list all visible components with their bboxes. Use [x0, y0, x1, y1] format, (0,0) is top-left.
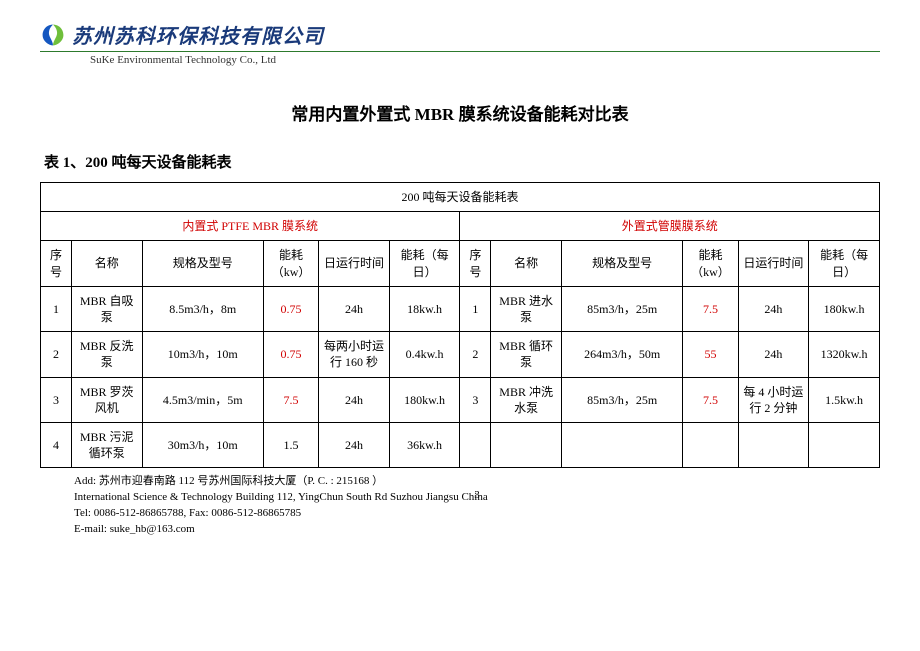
cell-seq: 2	[41, 332, 72, 377]
cell-run: 24h	[319, 377, 390, 422]
table-row: 4MBR 污泥循环泵30m3/h，10m1.524h36kw.h	[41, 422, 880, 467]
table-overall-title: 200 吨每天设备能耗表	[41, 183, 880, 212]
cell-name: MBR 反洗泵	[71, 332, 142, 377]
page-header: 苏州苏科环保科技有限公司	[40, 20, 880, 52]
cell-name: MBR 循环泵	[491, 332, 562, 377]
cell-seq: 2	[460, 332, 491, 377]
cell-name: MBR 污泥循环泵	[71, 422, 142, 467]
footer-email: E-mail: suke_hb@163.com	[74, 522, 880, 538]
cell-empty	[683, 422, 738, 467]
system-left-title: 内置式 PTFE MBR 膜系统	[41, 212, 460, 241]
system-right-title: 外置式管膜膜系统	[460, 212, 880, 241]
cell-day: 1.5kw.h	[809, 377, 880, 422]
cell-kw: 1.5	[263, 422, 318, 467]
cell-run: 24h	[319, 422, 390, 467]
footer-tel-fax: Tel: 0086-512-86865788, Fax: 0086-512-86…	[74, 506, 880, 522]
cell-name: MBR 罗茨风机	[71, 377, 142, 422]
cell-empty	[738, 422, 809, 467]
cell-kw: 7.5	[683, 286, 738, 331]
cell-spec: 10m3/h，10m	[142, 332, 263, 377]
col-kw: 能耗（kw）	[263, 241, 318, 286]
cell-day: 0.4kw.h	[389, 332, 460, 377]
cell-spec: 85m3/h，25m	[561, 377, 682, 422]
cell-seq: 3	[41, 377, 72, 422]
energy-table: 200 吨每天设备能耗表 内置式 PTFE MBR 膜系统 外置式管膜膜系统 序…	[40, 182, 880, 468]
cell-day: 1320kw.h	[809, 332, 880, 377]
cell-day: 36kw.h	[389, 422, 460, 467]
cell-seq: 1	[41, 286, 72, 331]
col-seq: 序号	[460, 241, 491, 286]
col-kw: 能耗（kw）	[683, 241, 738, 286]
company-name-en: SuKe Environmental Technology Co., Ltd	[90, 54, 880, 66]
cell-empty	[809, 422, 880, 467]
cell-name: MBR 冲洗水泵	[491, 377, 562, 422]
table-caption: 表 1、200 吨每天设备能耗表	[44, 151, 880, 172]
cell-kw: 55	[683, 332, 738, 377]
cell-day: 180kw.h	[809, 286, 880, 331]
cell-run: 24h	[319, 286, 390, 331]
col-run: 日运行时间	[738, 241, 809, 286]
cell-name: MBR 自吸泵	[71, 286, 142, 331]
cell-run: 24h	[738, 286, 809, 331]
page-number: 3	[474, 488, 480, 504]
cell-kw: 7.5	[263, 377, 318, 422]
cell-spec: 8.5m3/h，8m	[142, 286, 263, 331]
cell-seq: 1	[460, 286, 491, 331]
table-row: 2MBR 反洗泵10m3/h，10m0.75每两小时运行 160 秒0.4kw.…	[41, 332, 880, 377]
document-title: 常用内置外置式 MBR 膜系统设备能耗对比表	[40, 100, 880, 125]
company-logo	[40, 22, 66, 48]
cell-run: 24h	[738, 332, 809, 377]
company-name-cn: 苏州苏科环保科技有限公司	[72, 20, 324, 49]
cell-spec: 85m3/h，25m	[561, 286, 682, 331]
cell-day: 180kw.h	[389, 377, 460, 422]
cell-spec: 4.5m3/min，5m	[142, 377, 263, 422]
cell-day: 18kw.h	[389, 286, 460, 331]
cell-seq: 4	[41, 422, 72, 467]
col-day: 能耗（每日）	[809, 241, 880, 286]
table-row: 内置式 PTFE MBR 膜系统 外置式管膜膜系统	[41, 212, 880, 241]
col-spec: 规格及型号	[142, 241, 263, 286]
table-row: 200 吨每天设备能耗表	[41, 183, 880, 212]
cell-spec: 264m3/h，50m	[561, 332, 682, 377]
table-row: 3MBR 罗茨风机4.5m3/min，5m7.524h180kw.h3MBR 冲…	[41, 377, 880, 422]
cell-kw: 0.75	[263, 332, 318, 377]
cell-run: 每两小时运行 160 秒	[319, 332, 390, 377]
cell-name: MBR 进水泵	[491, 286, 562, 331]
cell-empty	[561, 422, 682, 467]
col-run: 日运行时间	[319, 241, 390, 286]
cell-run: 每 4 小时运行 2 分钟	[738, 377, 809, 422]
table-row: 1MBR 自吸泵8.5m3/h，8m0.7524h18kw.h1MBR 进水泵8…	[41, 286, 880, 331]
cell-seq: 3	[460, 377, 491, 422]
cell-kw: 0.75	[263, 286, 318, 331]
cell-empty	[460, 422, 491, 467]
col-spec: 规格及型号	[561, 241, 682, 286]
page-footer: Add: 苏州市迎春南路 112 号苏州国际科技大厦（P. C. : 21516…	[74, 474, 880, 538]
col-day: 能耗（每日）	[389, 241, 460, 286]
cell-kw: 7.5	[683, 377, 738, 422]
cell-empty	[491, 422, 562, 467]
col-name: 名称	[491, 241, 562, 286]
col-seq: 序号	[41, 241, 72, 286]
table-header-row: 序号 名称 规格及型号 能耗（kw） 日运行时间 能耗（每日） 序号 名称 规格…	[41, 241, 880, 286]
col-name: 名称	[71, 241, 142, 286]
cell-spec: 30m3/h，10m	[142, 422, 263, 467]
